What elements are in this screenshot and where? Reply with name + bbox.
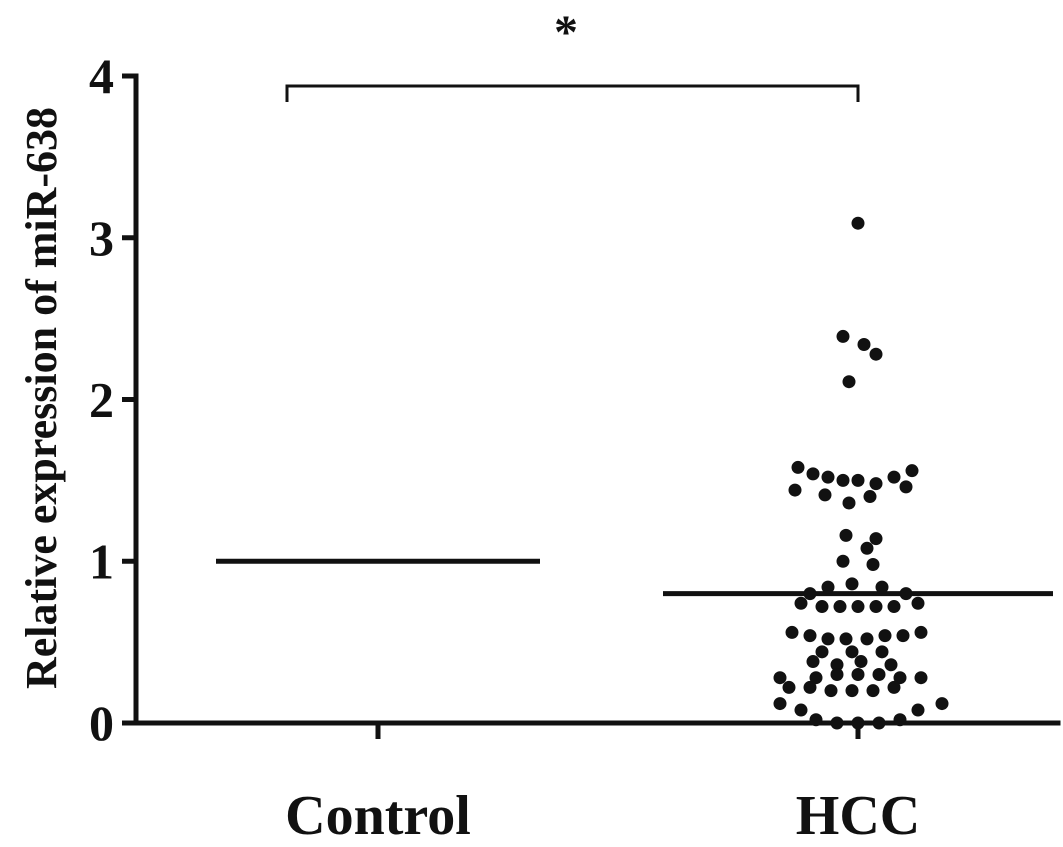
data-point-hcc <box>893 671 907 685</box>
data-point-hcc <box>851 216 865 230</box>
y-tick-label: 3 <box>89 210 114 266</box>
data-point-hcc <box>893 713 907 727</box>
data-point-hcc <box>875 645 889 659</box>
data-point-hcc <box>845 577 859 591</box>
data-point-hcc <box>935 697 949 711</box>
data-point-hcc <box>872 667 886 681</box>
data-point-hcc <box>821 580 835 594</box>
x-tick-label-hcc: HCC <box>796 785 920 847</box>
data-point-hcc <box>872 716 886 730</box>
significance-bracket: * <box>285 6 860 102</box>
data-point-hcc <box>860 541 874 555</box>
axes <box>133 73 1061 726</box>
data-point-hcc <box>884 658 898 672</box>
data-point-hcc <box>821 632 835 646</box>
data-point-hcc <box>851 473 865 487</box>
data-point-hcc <box>869 600 883 614</box>
data-point-hcc <box>833 600 847 614</box>
data-point-hcc <box>869 347 883 361</box>
x-tick-label-control: Control <box>285 785 471 847</box>
data-point-hcc <box>875 580 889 594</box>
data-point-hcc <box>842 375 856 389</box>
data-point-hcc <box>773 671 787 685</box>
y-tick-label: 0 <box>89 695 114 751</box>
data-point-hcc <box>809 671 823 685</box>
data-point-hcc <box>845 684 859 698</box>
data-point-hcc <box>854 655 868 669</box>
data-point-hcc <box>914 671 928 685</box>
data-point-hcc <box>887 680 901 694</box>
data-point-hcc <box>896 629 910 643</box>
data-point-hcc <box>911 596 925 610</box>
data-point-hcc <box>806 655 820 669</box>
y-tick-label: 1 <box>89 533 114 589</box>
data-point-hcc <box>878 629 892 643</box>
data-point-hcc <box>836 554 850 568</box>
data-point-hcc <box>911 703 925 717</box>
data-point-hcc <box>905 464 919 478</box>
data-point-hcc <box>809 713 823 727</box>
data-point-hcc <box>866 557 880 571</box>
significance-bracket-line <box>285 84 860 102</box>
data-point-hcc <box>803 629 817 643</box>
data-point-hcc <box>830 658 844 672</box>
data-point-hcc <box>830 716 844 730</box>
y-axis-label: Relative expression of miR-638 <box>17 107 66 689</box>
data-point-hcc <box>839 528 853 542</box>
data-point-hcc <box>857 338 871 352</box>
data-point-hcc <box>803 680 817 694</box>
data-point-hcc <box>821 470 835 484</box>
data-point-hcc <box>836 473 850 487</box>
data-point-hcc <box>794 596 808 610</box>
x-ticks: Control HCC <box>285 723 920 847</box>
data-point-hcc <box>788 483 802 497</box>
data-point-hcc <box>785 625 799 639</box>
data-point-hcc <box>887 470 901 484</box>
data-point-hcc <box>782 680 796 694</box>
y-ticks: 0 1 2 3 4 <box>89 48 136 751</box>
data-point-hcc <box>845 645 859 659</box>
data-point-hcc <box>830 667 844 681</box>
data-point-hcc <box>818 488 832 502</box>
y-tick-label: 2 <box>89 372 114 428</box>
data-point-hcc <box>836 329 850 343</box>
data-point-hcc <box>842 496 856 510</box>
data-point-hcc <box>803 587 817 601</box>
data-point-hcc <box>869 532 883 546</box>
data-point-hcc <box>899 587 913 601</box>
data-point-hcc <box>791 460 805 474</box>
data-point-hcc <box>863 490 877 504</box>
data-point-hcc <box>899 480 913 494</box>
data-point-hcc <box>869 477 883 491</box>
data-point-hcc <box>815 645 829 659</box>
data-point-hcc <box>815 600 829 614</box>
significance-star: * <box>554 6 578 59</box>
data-point-hcc <box>773 697 787 711</box>
y-tick-label: 4 <box>89 48 114 104</box>
data-point-hcc <box>851 600 865 614</box>
data-point-hcc <box>851 716 865 730</box>
data-point-hcc <box>806 467 820 481</box>
data-point-hcc <box>839 632 853 646</box>
data-point-hcc <box>860 632 874 646</box>
data-point-hcc <box>851 667 865 681</box>
data-point-hcc <box>824 684 838 698</box>
data-point-hcc <box>914 625 928 639</box>
data-point-hcc <box>794 703 808 717</box>
data-point-hcc <box>887 600 901 614</box>
data-point-hcc <box>866 684 880 698</box>
data-marks <box>216 216 1053 730</box>
